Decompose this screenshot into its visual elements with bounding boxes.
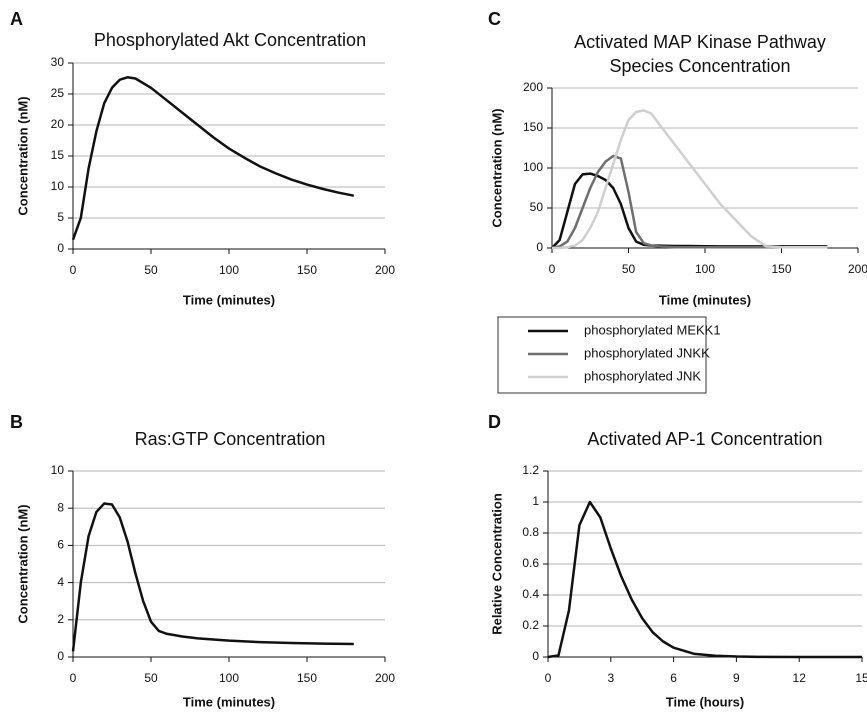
y-tick-label: 100 [523,160,543,174]
line [551,172,828,249]
panel-letter: D [488,412,501,432]
y-tick-label: 5 [57,210,64,224]
x-tick-label: 0 [549,262,556,276]
y-tick-label: 8 [57,500,64,514]
x-tick-label: 3 [607,671,614,685]
y-axis-label: Relative Concentration [489,493,504,635]
chart-title: Activated AP-1 Concentration [587,429,822,449]
x-tick-label: 100 [219,263,239,277]
x-tick-label: 150 [771,262,791,276]
x-tick-label: 50 [144,263,158,277]
y-tick-label: 6 [57,538,64,552]
x-tick-label: 0 [545,671,552,685]
legend-label: phosphorylated JNKK [584,345,710,360]
line [552,109,828,250]
x-tick-label: 0 [70,263,77,277]
y-tick-label: 0.6 [522,556,539,570]
y-tick-label: 10 [51,179,65,193]
x-tick-label: 100 [695,262,715,276]
y-tick-label: 25 [51,86,65,100]
line [547,500,862,659]
legend-label: phosphorylated MEKK1 [584,322,721,337]
x-tick-label: 6 [670,671,677,685]
line [71,76,355,241]
y-tick-label: 4 [57,575,64,589]
y-tick-label: 0 [532,649,539,663]
x-axis-label: Time (minutes) [183,694,275,709]
x-axis-label: Time (minutes) [183,292,275,307]
panel-letter: B [10,412,23,432]
x-axis-label: Time (minutes) [659,292,751,307]
x-tick-label: 50 [144,671,158,685]
x-tick-label: 150 [297,671,317,685]
y-tick-label: 0.2 [522,618,539,632]
y-axis-label: Concentration (nM) [15,96,30,215]
x-tick-label: 9 [733,671,740,685]
y-tick-label: 20 [51,117,65,131]
panel-letter: A [10,9,23,29]
y-tick-label: 150 [523,120,543,134]
chart-title: Species Concentration [609,56,790,76]
x-tick-label: 200 [848,262,867,276]
x-tick-label: 12 [793,671,807,685]
x-tick-label: 150 [297,263,317,277]
y-tick-label: 0 [57,649,64,663]
y-tick-label: 30 [51,55,65,69]
chart-title: Phosphorylated Akt Concentration [94,30,366,50]
y-tick-label: 0.8 [522,525,539,539]
y-axis-label: Concentration (nM) [489,108,504,227]
legend-label: phosphorylated JNK [584,368,701,383]
y-tick-label: 0 [536,240,543,254]
y-tick-label: 200 [523,80,543,94]
y-tick-label: 0.4 [522,587,539,601]
y-tick-label: 1.2 [522,463,539,477]
y-tick-label: 1 [532,494,539,508]
x-tick-label: 15 [855,671,867,685]
y-tick-label: 0 [57,241,64,255]
line [551,154,828,250]
y-tick-label: 50 [530,200,544,214]
x-tick-label: 100 [219,671,239,685]
x-tick-label: 50 [622,262,636,276]
x-tick-label: 0 [70,671,77,685]
y-tick-label: 10 [51,463,65,477]
x-tick-label: 200 [375,671,395,685]
y-tick-label: 2 [57,612,64,626]
y-axis-label: Concentration (nM) [15,504,30,623]
panel-letter: C [488,9,501,29]
line [71,502,354,652]
chart-title: Activated MAP Kinase Pathway [574,32,826,52]
chart-title: Ras:GTP Concentration [135,429,326,449]
y-tick-label: 15 [51,148,65,162]
x-tick-label: 200 [375,263,395,277]
x-axis-label: Time (hours) [666,694,745,709]
